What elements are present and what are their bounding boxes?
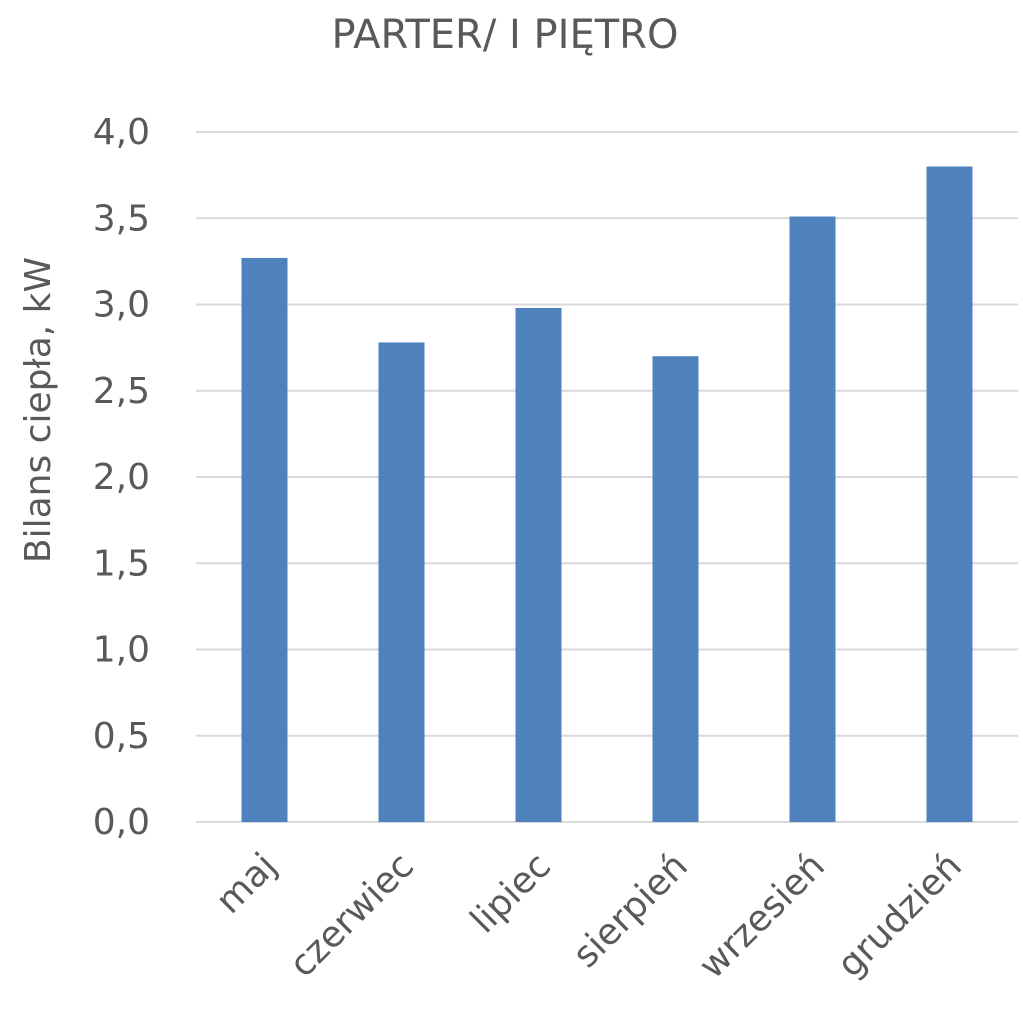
x-category-label: maj [208, 845, 284, 921]
x-category-label: czerwiec [282, 845, 422, 985]
bar-czerwiec [378, 342, 425, 822]
bar-lipiec [515, 307, 562, 822]
x-category-label: grudzień [830, 845, 970, 985]
y-tick-label: 0,0 [93, 802, 150, 843]
y-tick-label: 3,5 [93, 198, 150, 239]
bar-wrzesień [789, 216, 836, 822]
y-tick-label: 4,0 [93, 112, 150, 153]
bars [241, 166, 973, 822]
y-tick-label: 1,5 [93, 543, 150, 584]
gridlines [196, 131, 1018, 823]
x-category-label: sierpień [565, 845, 695, 975]
bar-grudzień [926, 166, 973, 822]
bar-maj [241, 257, 288, 822]
y-axis-label: Bilans ciepła, kW [18, 257, 59, 563]
bar-sierpień [652, 356, 699, 822]
y-tick-label: 1,0 [93, 630, 150, 671]
x-category-label: wrzesień [691, 845, 832, 986]
y-tick-label: 3,0 [93, 285, 150, 326]
y-tick-label: 0,5 [93, 716, 150, 757]
chart-title: PARTER/ I PIĘTRO [332, 12, 679, 58]
y-tick-label: 2,5 [93, 371, 150, 412]
y-tick-label: 2,0 [93, 457, 150, 498]
x-category-label: lipiec [463, 845, 559, 941]
y-axis-ticks: 0,0 0,5 1,0 1,5 2,0 2,5 3,0 3,5 4,0 [93, 112, 150, 843]
